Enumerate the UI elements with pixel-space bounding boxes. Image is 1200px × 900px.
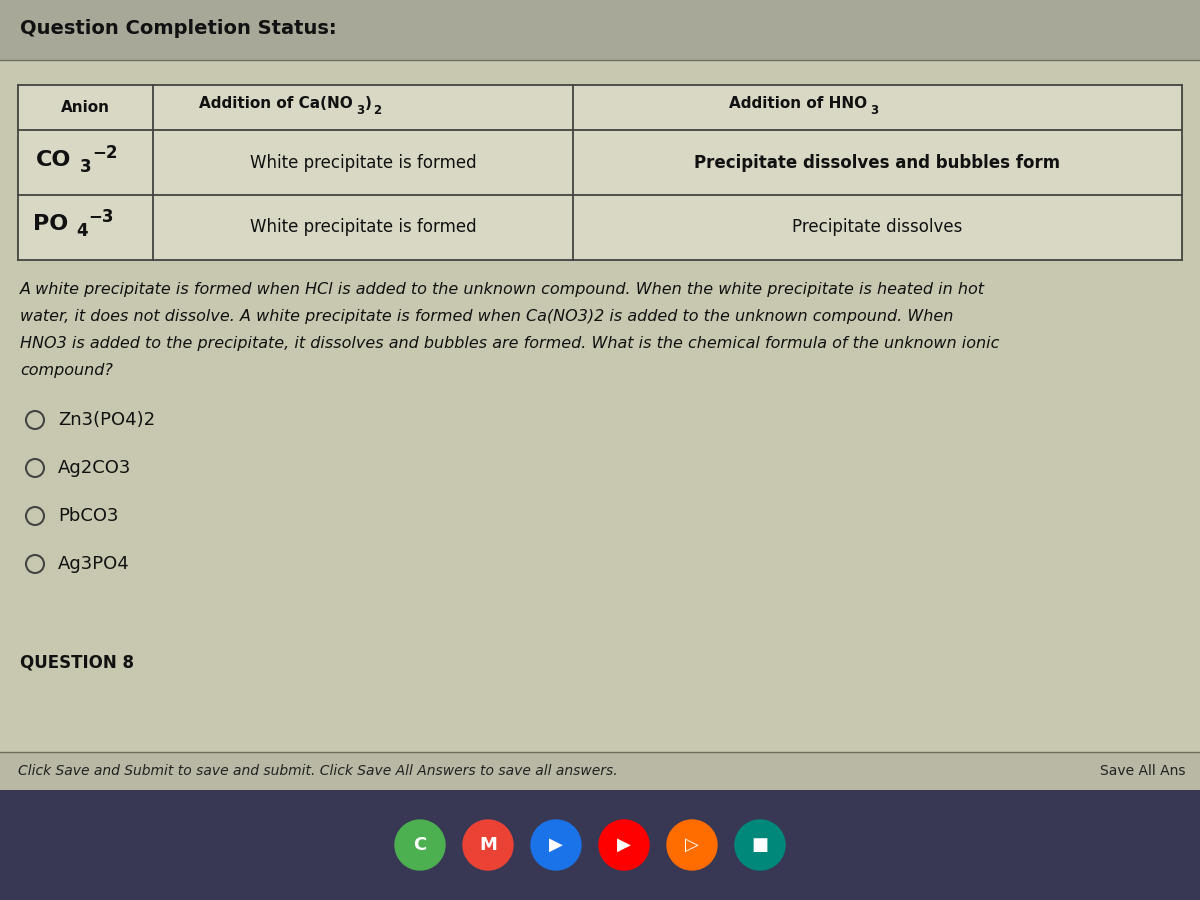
- Text: Zn3(PO4)2: Zn3(PO4)2: [58, 411, 155, 429]
- FancyBboxPatch shape: [18, 85, 1182, 260]
- Text: Question Completion Status:: Question Completion Status:: [20, 19, 337, 38]
- Text: ▶: ▶: [550, 836, 563, 854]
- Text: 2: 2: [373, 104, 382, 117]
- Text: White precipitate is formed: White precipitate is formed: [250, 219, 476, 237]
- FancyBboxPatch shape: [0, 790, 1200, 900]
- FancyBboxPatch shape: [0, 60, 1200, 790]
- Circle shape: [599, 820, 649, 870]
- Text: Addition of Ca(NO: Addition of Ca(NO: [199, 96, 353, 111]
- Text: ): ): [365, 96, 372, 111]
- Text: PO: PO: [34, 214, 68, 235]
- Circle shape: [667, 820, 718, 870]
- Text: CO: CO: [36, 149, 71, 169]
- Text: White precipitate is formed: White precipitate is formed: [250, 154, 476, 172]
- Text: Click Save and Submit to save and submit. Click Save All Answers to save all ans: Click Save and Submit to save and submit…: [18, 764, 618, 778]
- Circle shape: [395, 820, 445, 870]
- Text: −2: −2: [92, 143, 118, 161]
- Circle shape: [463, 820, 514, 870]
- Text: Save All Ans: Save All Ans: [1099, 764, 1186, 778]
- Text: PbCO3: PbCO3: [58, 507, 119, 525]
- Text: compound?: compound?: [20, 363, 113, 378]
- Text: ▶: ▶: [617, 836, 631, 854]
- FancyBboxPatch shape: [0, 752, 1200, 790]
- Text: 4: 4: [76, 222, 88, 240]
- Text: C: C: [413, 836, 427, 854]
- Text: HNO3 is added to the precipitate, it dissolves and bubbles are formed. What is t: HNO3 is added to the precipitate, it dis…: [20, 336, 1000, 351]
- Text: Precipitate dissolves: Precipitate dissolves: [792, 219, 962, 237]
- Text: 3: 3: [80, 158, 91, 176]
- Circle shape: [734, 820, 785, 870]
- Text: Anion: Anion: [61, 100, 110, 115]
- Text: water, it does not dissolve. A white precipitate is formed when Ca(NO3)2 is adde: water, it does not dissolve. A white pre…: [20, 309, 953, 324]
- Text: QUESTION 8: QUESTION 8: [20, 653, 134, 671]
- Text: M: M: [479, 836, 497, 854]
- Text: ■: ■: [751, 836, 768, 854]
- Text: Ag2CO3: Ag2CO3: [58, 459, 131, 477]
- Text: Ag3PO4: Ag3PO4: [58, 555, 130, 573]
- Text: 3: 3: [870, 104, 878, 117]
- Text: 3: 3: [356, 104, 364, 117]
- Text: ▷: ▷: [685, 836, 698, 854]
- FancyBboxPatch shape: [0, 0, 1200, 60]
- Text: Addition of HNO: Addition of HNO: [730, 96, 868, 111]
- Circle shape: [530, 820, 581, 870]
- Text: A white precipitate is formed when HCl is added to the unknown compound. When th: A white precipitate is formed when HCl i…: [20, 282, 985, 297]
- Text: Precipitate dissolves and bubbles form: Precipitate dissolves and bubbles form: [695, 154, 1061, 172]
- Text: −3: −3: [88, 209, 114, 227]
